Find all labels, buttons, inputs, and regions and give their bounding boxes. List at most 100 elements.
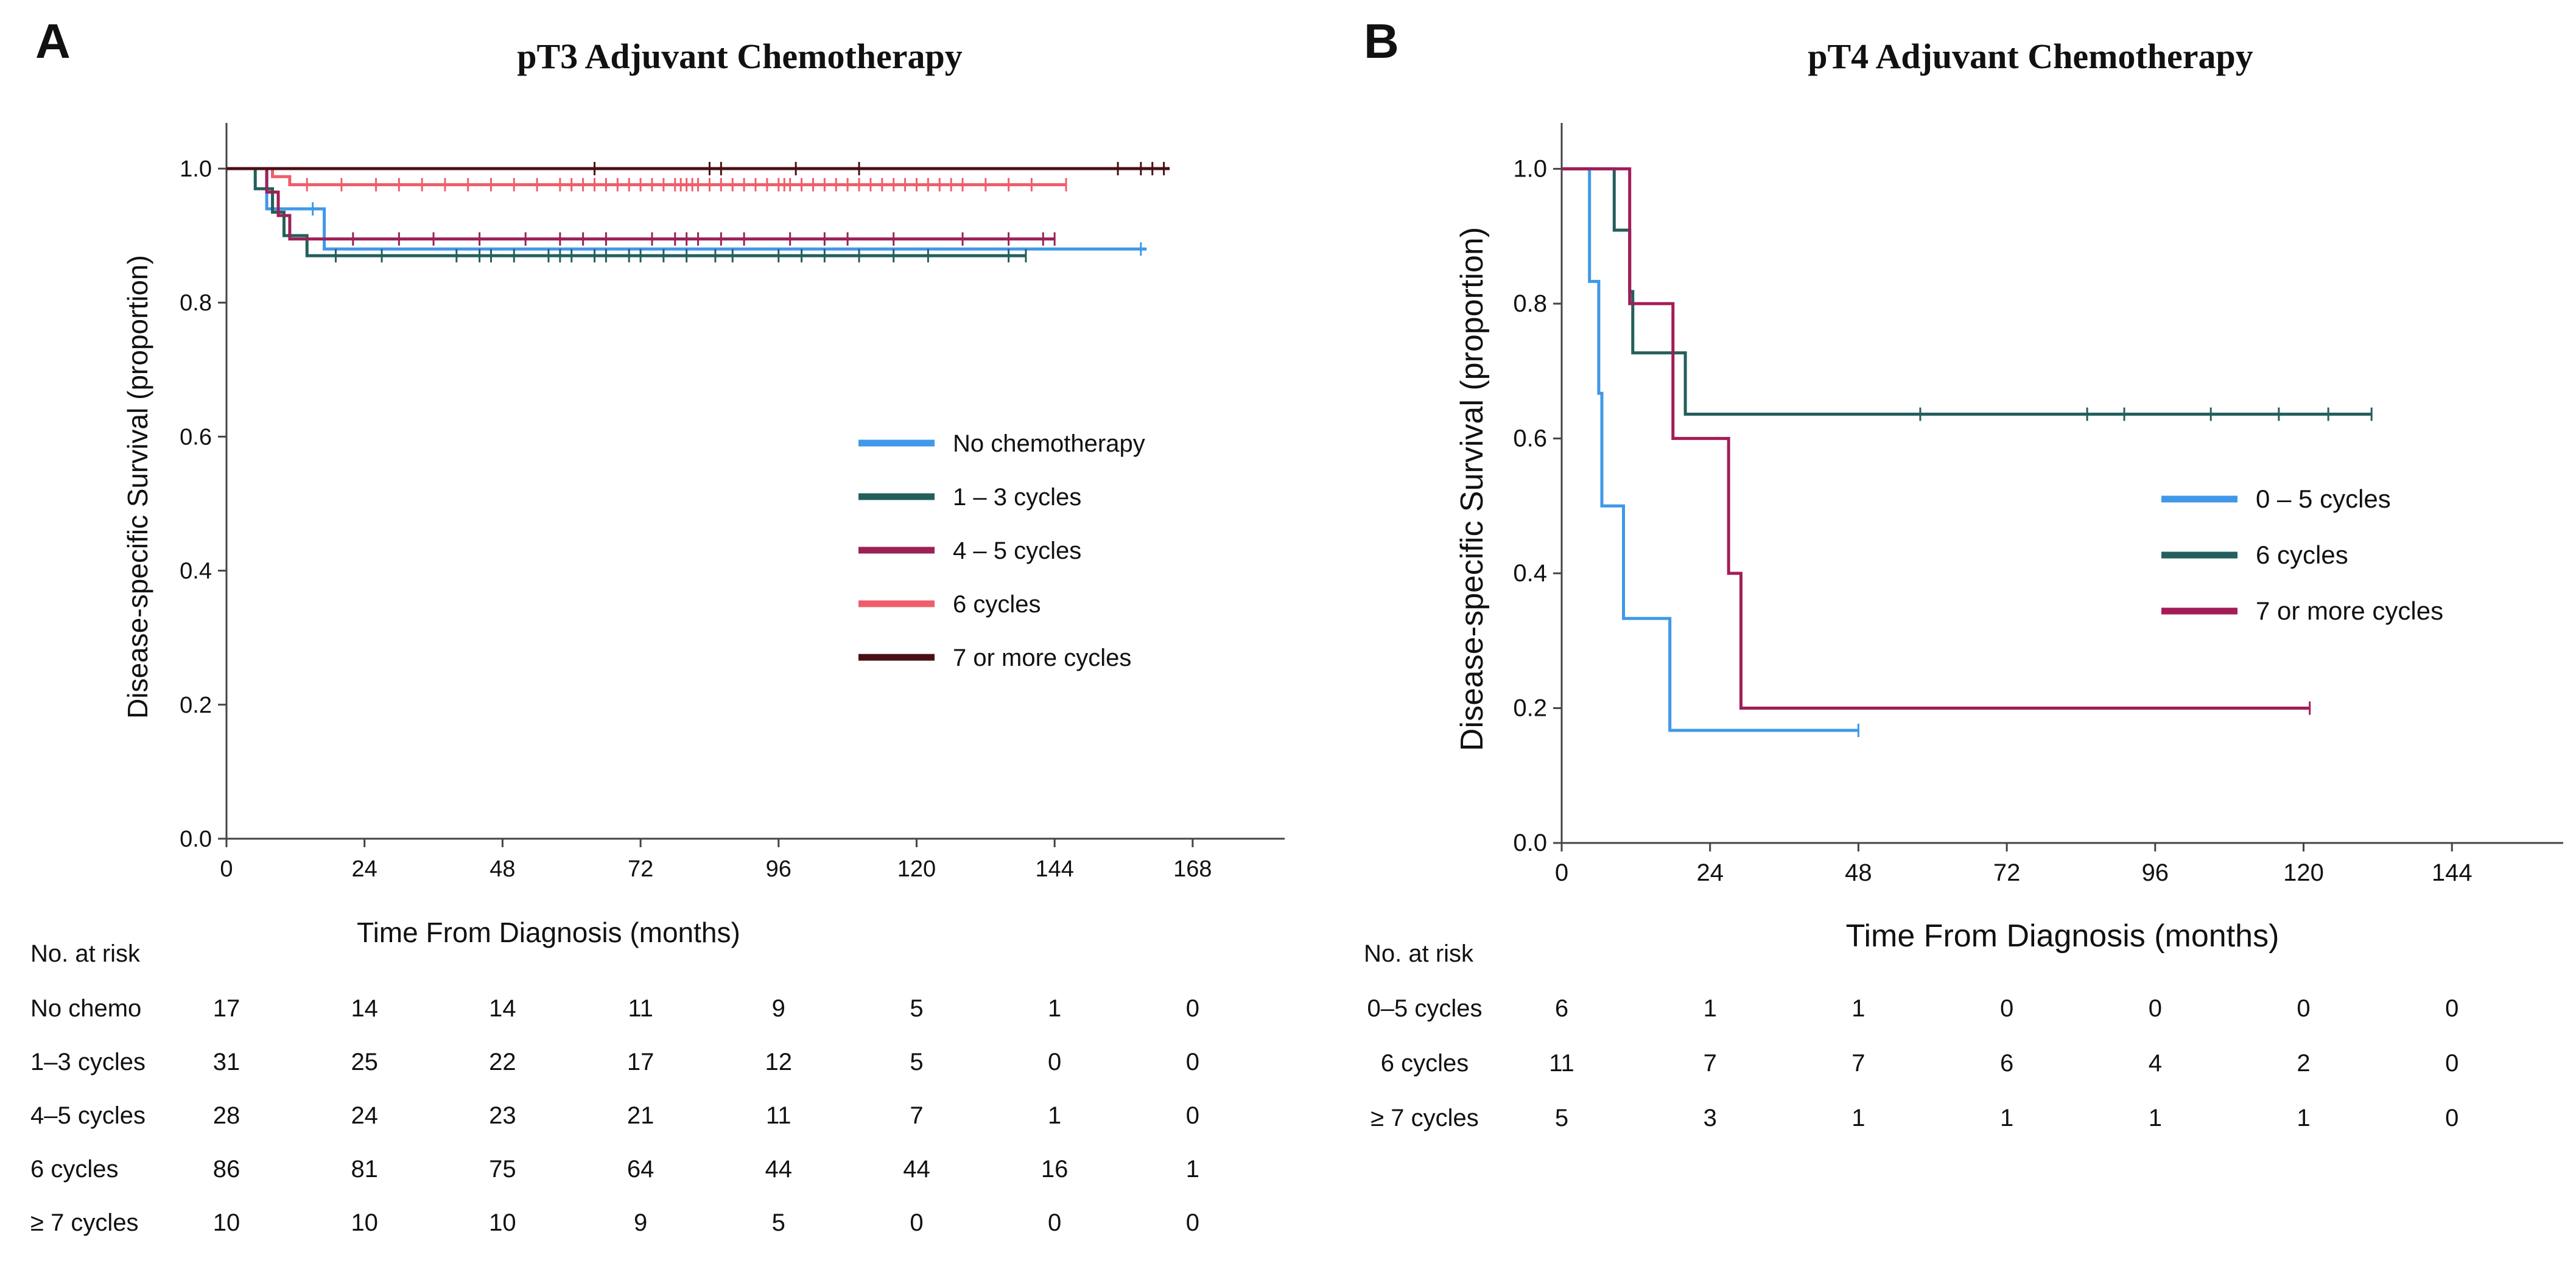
risk-cell: 1 xyxy=(1851,1105,1865,1131)
y-tick-label: 0.4 xyxy=(1513,560,1547,587)
x-tick-label: 0 xyxy=(220,856,233,882)
x-tick-label: 0 xyxy=(1555,859,1568,886)
legend-label: 6 cycles xyxy=(953,591,1041,618)
risk-cell: 17 xyxy=(627,1049,655,1075)
x-tick-label: 96 xyxy=(766,856,791,882)
y-tick-label: 0.2 xyxy=(180,693,212,718)
survival-curve xyxy=(226,167,1055,241)
risk-cell: 0 xyxy=(2445,1105,2458,1131)
risk-cell: 22 xyxy=(489,1049,516,1075)
risk-cell: 0 xyxy=(1186,995,1199,1022)
x-tick-label: 24 xyxy=(352,856,377,882)
risk-cell: 17 xyxy=(213,995,240,1022)
risk-cell: 25 xyxy=(351,1049,378,1075)
risk-cell: 11 xyxy=(628,995,653,1022)
risk-cell: 1 xyxy=(1048,1102,1061,1129)
risk-table-header: No. at risk xyxy=(30,940,141,967)
risk-cell: 0 xyxy=(910,1209,923,1236)
risk-cell: 6 xyxy=(1555,995,1568,1022)
risk-cell: 0 xyxy=(1186,1102,1199,1129)
risk-cell: 1 xyxy=(1048,995,1061,1022)
x-tick-label: 96 xyxy=(2142,859,2169,886)
survival-curve xyxy=(1562,167,1859,732)
x-axis-label: Time From Diagnosis (months) xyxy=(357,917,740,948)
risk-cell: 9 xyxy=(634,1209,647,1236)
x-tick-label: 48 xyxy=(1845,859,1872,886)
risk-cell: 21 xyxy=(627,1102,655,1129)
risk-cell: 44 xyxy=(765,1156,793,1183)
risk-cell: 6 xyxy=(2000,1050,2013,1077)
risk-cell: 5 xyxy=(772,1209,785,1236)
survival-curve xyxy=(1562,167,2310,710)
series-3 xyxy=(226,167,1056,246)
risk-cell: 14 xyxy=(351,995,378,1022)
risk-cell: 1 xyxy=(1186,1156,1199,1183)
risk-cell: 0 xyxy=(1186,1049,1199,1075)
legend-label: No chemotherapy xyxy=(953,430,1145,457)
risk-cell: 1 xyxy=(1704,995,1717,1022)
risk-cell: 5 xyxy=(910,995,923,1022)
legend-label: 0 – 5 cycles xyxy=(2256,484,2391,513)
risk-cell: 4 xyxy=(2149,1050,2162,1077)
risk-cell: 44 xyxy=(903,1156,930,1183)
x-tick-label: 144 xyxy=(1035,856,1073,882)
series-5 xyxy=(226,162,1170,176)
series-4 xyxy=(226,167,1067,192)
risk-cell: 86 xyxy=(213,1156,240,1183)
x-tick-label: 48 xyxy=(490,856,515,882)
panel-letter: B xyxy=(1364,14,1399,68)
y-tick-label: 0.2 xyxy=(1513,694,1547,721)
risk-cell: 5 xyxy=(910,1049,923,1075)
risk-cell: 1 xyxy=(2000,1105,2013,1131)
legend-label: 6 cycles xyxy=(2256,540,2348,569)
risk-row-label: 0–5 cycles xyxy=(1367,995,1483,1022)
chart-title: pT4 Adjuvant Chemotherapy xyxy=(1808,37,2253,76)
survival-curve xyxy=(1562,167,2372,416)
y-tick-label: 0.6 xyxy=(180,424,212,450)
risk-cell: 1 xyxy=(2149,1105,2162,1131)
series-1 xyxy=(1562,167,1859,738)
risk-row-label: ≥ 7 cycles xyxy=(30,1209,139,1236)
legend: No chemotherapy 1 – 3 cycles 4 – 5 cycles 6… xyxy=(858,430,1145,671)
y-tick-label: 0.0 xyxy=(1513,830,1547,856)
x-axis-label: Time From Diagnosis (months) xyxy=(1846,918,2279,954)
risk-table-header: No. at risk xyxy=(1364,940,1474,967)
y-tick-label: 0.8 xyxy=(180,290,212,316)
risk-cell: 1 xyxy=(1851,995,1865,1022)
x-tick-label: 144 xyxy=(2432,859,2472,886)
x-tick-label: 120 xyxy=(897,856,936,882)
x-tick-label: 72 xyxy=(1993,859,2021,886)
risk-cell: 14 xyxy=(489,995,516,1022)
x-tick-label: 168 xyxy=(1173,856,1212,882)
y-tick-label: 1.0 xyxy=(1513,155,1547,182)
legend-label: 1 – 3 cycles xyxy=(953,484,1081,511)
risk-cell: 0 xyxy=(1186,1209,1199,1236)
risk-cell: 10 xyxy=(489,1209,516,1236)
risk-row-label: ≥ 7 cycles xyxy=(1370,1105,1479,1131)
risk-cell: 0 xyxy=(2000,995,2013,1022)
y-tick-label: 0.6 xyxy=(1513,425,1547,452)
legend-label: 7 or more cycles xyxy=(953,645,1131,671)
risk-cell: 7 xyxy=(1704,1050,1717,1077)
risk-cell: 11 xyxy=(1549,1050,1574,1077)
risk-cell: 1 xyxy=(2297,1105,2310,1131)
y-tick-label: 1.0 xyxy=(180,156,212,182)
risk-row-label: 6 cycles xyxy=(30,1156,119,1183)
risk-row-label: 4–5 cycles xyxy=(30,1102,146,1129)
risk-cell: 3 xyxy=(1704,1105,1717,1131)
risk-cell: 0 xyxy=(1048,1049,1061,1075)
risk-row-label: 1–3 cycles xyxy=(30,1049,146,1075)
chart-title: pT3 Adjuvant Chemotherapy xyxy=(517,37,963,76)
legend: 0 – 5 cycles 6 cycles 7 or more cycles xyxy=(2161,484,2443,625)
risk-cell: 0 xyxy=(2149,995,2162,1022)
series-3 xyxy=(1562,167,2311,715)
risk-cell: 0 xyxy=(2445,995,2458,1022)
risk-cell: 12 xyxy=(765,1049,793,1075)
legend-label: 4 – 5 cycles xyxy=(953,537,1081,564)
y-tick-label: 0.0 xyxy=(180,827,212,852)
risk-cell: 10 xyxy=(351,1209,378,1236)
